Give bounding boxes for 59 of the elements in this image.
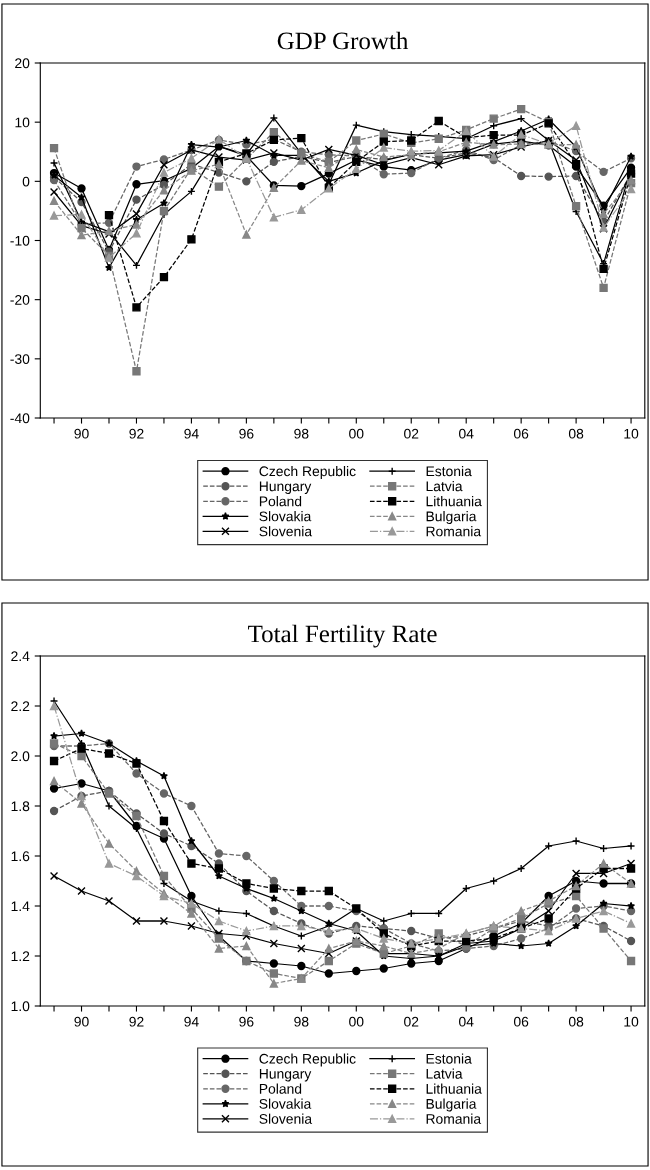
x-tick-label: 92 (129, 428, 144, 439)
legend-label: Estonia (426, 1053, 472, 1064)
x-tick-label: 04 (459, 1016, 474, 1027)
x-tick-label: 90 (74, 1016, 89, 1027)
y-tick-label: 2.4 (11, 651, 30, 662)
y-tick-label: 1.2 (11, 951, 30, 962)
x-tick-label: 90 (74, 428, 89, 439)
legend-label: Poland (259, 496, 302, 507)
x-tick-label: 06 (513, 1016, 529, 1027)
legend-label: Estonia (426, 466, 472, 477)
legend-label: Lithuania (426, 496, 482, 507)
y-tick-label: 1.6 (11, 851, 30, 862)
legend-label: Poland (259, 1083, 302, 1094)
y-tick-label: 2.0 (11, 751, 30, 762)
legend-label: Hungary (259, 481, 312, 494)
y-tick-label: -20 (10, 295, 30, 305)
y-tick-label: 2.2 (11, 701, 30, 712)
y-tick-label: 10 (15, 117, 30, 128)
x-tick-label: 00 (349, 1016, 364, 1027)
legend-label: Romania (426, 526, 482, 537)
x-tick-label: 96 (239, 1016, 254, 1027)
x-tick-label: 06 (513, 428, 529, 439)
x-tick-label: 02 (404, 1016, 419, 1027)
y-tick-label: 0 (22, 176, 30, 187)
x-tick-label: 08 (568, 428, 584, 439)
y-tick-label: 1.0 (11, 1001, 30, 1012)
chart-title: Total Fertility Rate (248, 624, 437, 648)
y-tick-label: -40 (10, 413, 30, 424)
legend-label: Slovenia (259, 1113, 313, 1124)
chart-title: GDP Growth (277, 31, 409, 50)
legend-label: Lithuania (426, 1083, 482, 1094)
x-tick-label: 98 (294, 428, 309, 439)
x-tick-label: 96 (239, 428, 254, 439)
x-tick-label: 00 (349, 428, 364, 439)
x-tick-label: 92 (129, 1016, 144, 1027)
x-tick-label: 10 (624, 1016, 639, 1027)
legend-label: Latvia (426, 1068, 463, 1079)
legend-label: Bulgaria (426, 511, 477, 525)
x-tick-label: 08 (568, 1016, 584, 1027)
x-tick-label: 94 (184, 1016, 199, 1027)
legend-label: Slovakia (259, 511, 312, 522)
legend-label: Slovenia (259, 526, 313, 537)
y-tick-label: 1.8 (11, 801, 30, 812)
x-tick-label: 10 (624, 428, 639, 439)
x-tick-label: 98 (294, 1016, 309, 1027)
y-tick-label: 20 (15, 58, 30, 69)
y-tick-label: 1.4 (11, 901, 30, 912)
x-tick-label: 94 (184, 428, 199, 439)
y-tick-label: -30 (10, 354, 30, 364)
legend-label: Hungary (259, 1069, 312, 1082)
x-tick-label: 04 (459, 428, 474, 439)
legend-label: Romania (426, 1113, 482, 1124)
y-tick-label: -10 (10, 235, 30, 246)
legend-label: Latvia (426, 481, 463, 492)
x-tick-label: 02 (404, 428, 419, 439)
legend-label: Czech Republic (259, 1053, 356, 1067)
legend-label: Czech Republic (259, 466, 356, 479)
legend-label: Slovakia (259, 1098, 312, 1109)
legend-label: Bulgaria (426, 1098, 477, 1112)
